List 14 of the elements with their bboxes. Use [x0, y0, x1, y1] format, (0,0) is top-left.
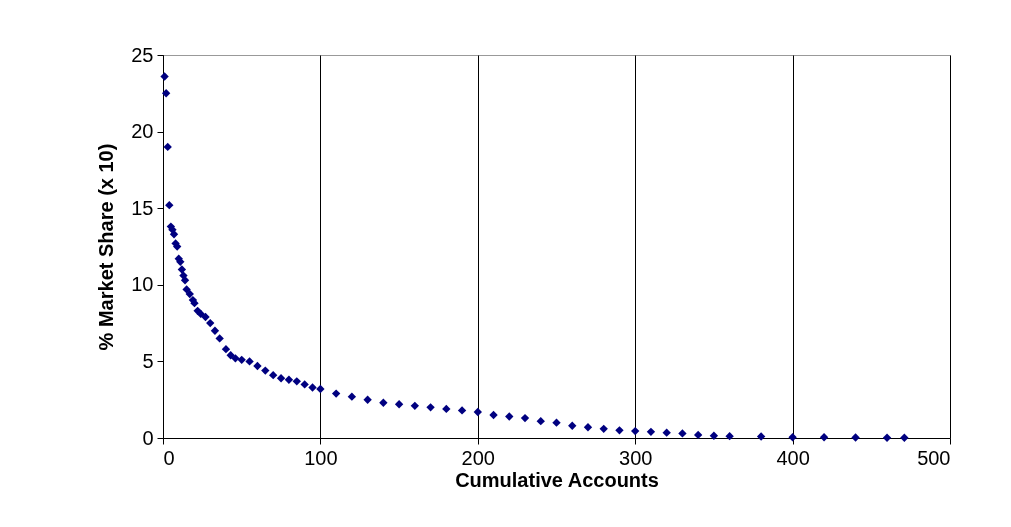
x-tick-label: 100: [304, 446, 338, 469]
y-tick-label: 0: [142, 426, 154, 449]
x-tick-label: 200: [461, 446, 495, 469]
x-tick-label: 300: [619, 446, 653, 469]
y-tick-label: 5: [142, 349, 154, 372]
y-tick-label: 10: [131, 273, 154, 296]
y-tick-label: 20: [131, 120, 154, 143]
x-tick-label: 500: [917, 446, 951, 469]
y-tick-label: 25: [131, 43, 154, 66]
x-axis-title: Cumulative Accounts: [455, 468, 659, 491]
x-tick-label: 0: [163, 446, 175, 469]
x-tick-label: 400: [776, 446, 810, 469]
y-tick-label: 15: [131, 196, 154, 219]
y-axis-title: % Market Share (x 10): [95, 143, 118, 351]
